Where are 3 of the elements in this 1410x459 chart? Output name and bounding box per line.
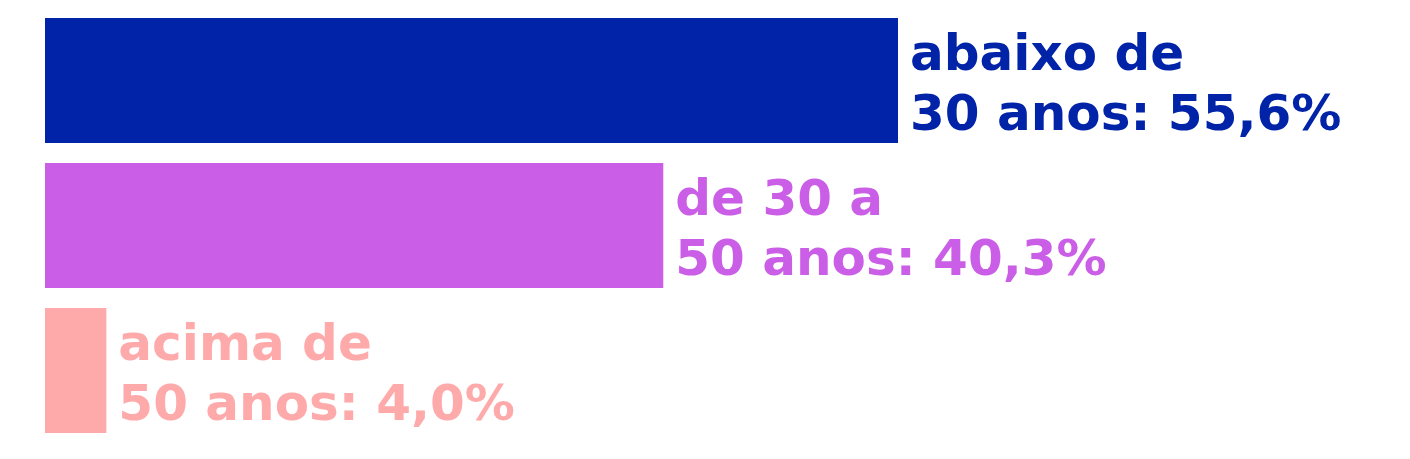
data-label: abaixo de 30 anos: 55,6% <box>910 24 1342 142</box>
data-label: acima de 50 anos: 4,0% <box>118 314 515 432</box>
data-label: de 30 a 50 anos: 40,3% <box>675 169 1107 287</box>
